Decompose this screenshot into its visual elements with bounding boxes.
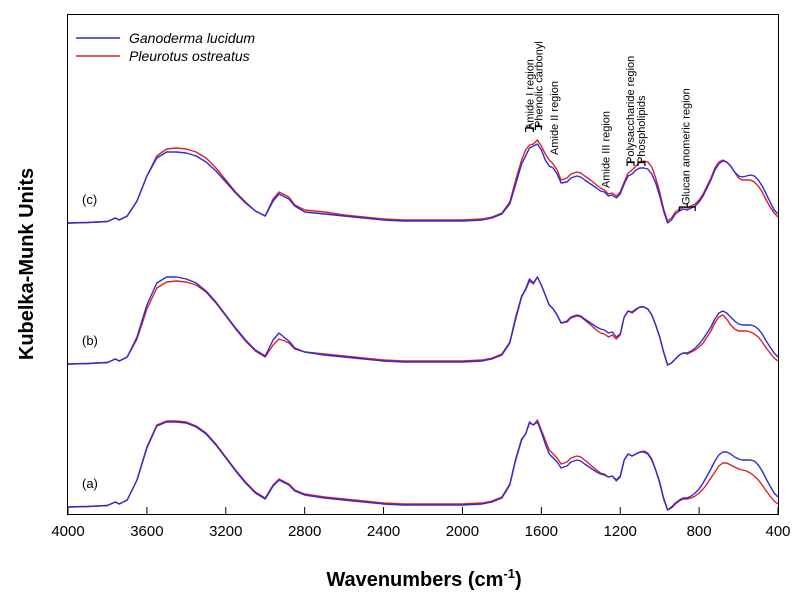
- annotation-4: Polysaccharide region: [625, 56, 637, 164]
- bracket-phenolic: [534, 123, 542, 130]
- x-tick-label-4000: 4000: [51, 523, 84, 540]
- legend-label-pleurotus: Pleurotus ostreatus: [129, 48, 250, 64]
- x-tick-label-3600: 3600: [130, 523, 163, 540]
- x-tick-label-1200: 1200: [604, 523, 637, 540]
- bracket-amide-i: [525, 125, 534, 132]
- x-tick-label-2000: 2000: [446, 523, 479, 540]
- y-axis-title: Kubelka-Munk Units: [16, 168, 38, 360]
- legend-label-ganoderma: Ganoderma lucidum: [129, 30, 255, 46]
- annotation-3: Amide III region: [600, 111, 612, 188]
- panel-label-2: (a): [82, 476, 98, 491]
- panel-label-0: (c): [82, 192, 97, 207]
- series-line-panel-0-series-0: [67, 143, 779, 224]
- series-line-panel-2-series-0: [67, 421, 779, 511]
- plot-frame: [67, 14, 779, 515]
- series-line-panel-1-series-1: [67, 276, 779, 366]
- x-axis-ticks: 4000 3600 3200 2800 2400 2000 1600 1200 800 400: [51, 507, 791, 540]
- bracket-polysaccharide: [626, 159, 635, 166]
- x-axis-title-close: ): [515, 569, 522, 591]
- x-tick-label-3200: 3200: [209, 523, 242, 540]
- panel-labels: (c) (b) (a): [82, 192, 98, 491]
- bracket-glucan: [678, 204, 696, 211]
- series-line-panel-1-series-0: [67, 276, 779, 366]
- annotation-2: Amide II region: [549, 81, 561, 155]
- x-tick-label-800: 800: [687, 523, 712, 540]
- series-line-panel-2-series-1: [67, 419, 779, 511]
- x-axis-title-main: Wavenumbers (cm: [326, 569, 503, 591]
- x-tick-label-2800: 2800: [288, 523, 321, 540]
- panel-label-1: (b): [82, 333, 98, 348]
- legend: Ganoderma lucidum Pleurotus ostreatus: [76, 30, 255, 64]
- annotation-1: Phenolic carbonyl: [533, 41, 545, 128]
- spectra-series: [67, 139, 779, 511]
- x-tick-label-1600: 1600: [525, 523, 558, 540]
- annotation-0: Amide I region: [525, 59, 537, 130]
- x-tick-label-400: 400: [765, 523, 790, 540]
- annotation-5: Phospholipids: [636, 95, 648, 164]
- x-tick-label-2400: 2400: [367, 523, 400, 540]
- x-axis-title: Wavenumbers (cm-1): [326, 566, 521, 591]
- x-axis-title-superscript: -1: [503, 566, 515, 581]
- series-line-panel-0-series-1: [67, 139, 779, 224]
- annotation-6: Glucan anomeric region: [680, 88, 692, 205]
- bracket-phospholipids: [637, 159, 646, 166]
